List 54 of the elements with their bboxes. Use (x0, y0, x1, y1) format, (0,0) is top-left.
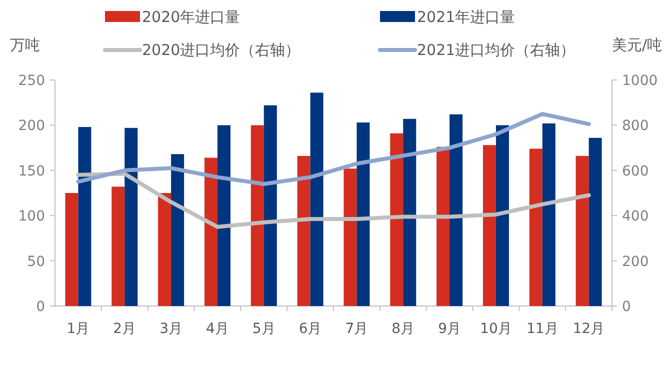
y2-tick-label: 0 (622, 299, 631, 315)
bar (542, 123, 556, 306)
x-tick-label: 4月 (206, 321, 229, 337)
x-tick-label: 10月 (480, 321, 512, 337)
bar (78, 127, 92, 306)
bar (529, 148, 542, 306)
bar (496, 125, 509, 306)
bar (250, 125, 264, 306)
bar (356, 122, 370, 306)
y2-tick-label: 400 (622, 208, 649, 225)
x-tick-label: 1月 (66, 321, 90, 337)
bar (310, 92, 324, 306)
y-tick-label: 250 (18, 73, 45, 89)
bar (436, 146, 450, 306)
bar (158, 193, 172, 306)
bar (112, 186, 125, 306)
x-tick-label: 9月 (438, 321, 462, 337)
bar (450, 114, 463, 306)
bar (171, 154, 184, 306)
bar (344, 168, 357, 306)
bar (217, 125, 230, 306)
x-tick-label: 12月 (572, 321, 605, 337)
y-tick-label: 200 (18, 118, 45, 134)
y2-tick-label: 1000 (622, 73, 658, 89)
bar (576, 156, 589, 306)
y2-tick-label: 600 (622, 163, 649, 180)
legend-label: 2021年进口量 (417, 8, 516, 26)
x-tick-label: 2月 (113, 321, 136, 337)
y2-axis-title: 美元/吨 (612, 36, 662, 54)
y2-tick-label: 200 (622, 254, 649, 270)
y-tick-label: 50 (27, 254, 45, 270)
x-tick-label: 11月 (526, 321, 558, 337)
y2-tick-label: 800 (622, 118, 649, 134)
legend-label: 2021进口均价（右轴） (417, 41, 576, 59)
bar (65, 193, 78, 306)
x-tick-label: 7月 (345, 321, 368, 337)
bar (297, 156, 310, 306)
bar (482, 145, 496, 306)
bar (403, 118, 416, 306)
legend-label: 2020年进口量 (142, 8, 240, 26)
y-axis-title: 万吨 (10, 36, 40, 54)
y-tick-label: 150 (18, 163, 45, 180)
x-tick-label: 5月 (252, 321, 276, 337)
bar (588, 138, 602, 306)
y-tick-label: 0 (36, 299, 45, 315)
x-tick-label: 3月 (160, 321, 183, 337)
x-tick-label: 6月 (298, 321, 322, 337)
bar (124, 128, 138, 306)
y-tick-label: 100 (18, 208, 45, 225)
bar (390, 133, 404, 306)
x-tick-label: 8月 (392, 321, 415, 337)
bar (204, 158, 218, 306)
legend-label: 2020进口均价（右轴） (142, 41, 300, 59)
bar (264, 105, 277, 306)
